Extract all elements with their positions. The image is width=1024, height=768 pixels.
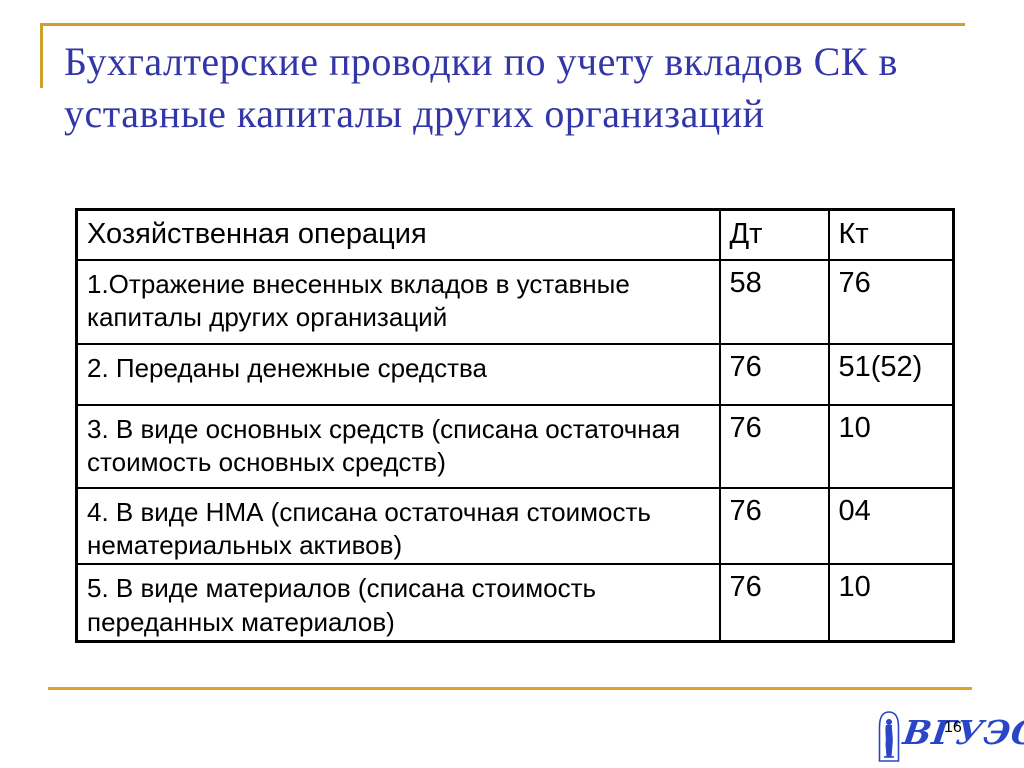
operation-cell: 5. В виде материалов (списана стоимость … <box>75 563 721 643</box>
table-header-row: Хозяйственная операция Дт Кт <box>75 208 955 261</box>
left-divider-rule <box>40 23 43 88</box>
column-header-debit: Дт <box>718 208 830 261</box>
table-row: 2. Переданы денежные средства 76 51(52) <box>75 342 955 406</box>
operation-cell: 3. В виде основных средств (списана оста… <box>75 403 721 489</box>
accounting-entries-table: Хозяйственная операция Дт Кт 1.Отражение… <box>75 208 955 643</box>
credit-cell: 10 <box>827 563 955 643</box>
debit-cell: 76 <box>718 486 830 566</box>
credit-cell: 51(52) <box>827 342 955 406</box>
debit-cell: 58 <box>718 258 830 345</box>
table-row: 3. В виде основных средств (списана оста… <box>75 403 955 489</box>
university-statue-emblem-icon <box>877 709 901 763</box>
top-divider-rule <box>40 23 965 26</box>
operation-cell: 4. В виде НМА (списана остаточная стоимо… <box>75 486 721 566</box>
debit-cell: 76 <box>718 342 830 406</box>
slide-title: Бухгалтерские проводки по учету вкладов … <box>64 39 898 136</box>
credit-cell: 76 <box>827 258 955 345</box>
table-row: 1.Отражение внесенных вкладов в уставные… <box>75 258 955 345</box>
bottom-divider-rule <box>48 687 972 690</box>
table-row: 5. В виде материалов (списана стоимость … <box>75 563 955 643</box>
debit-cell: 76 <box>718 563 830 643</box>
table-row: 4. В виде НМА (списана остаточная стоимо… <box>75 486 955 566</box>
column-header-operation: Хозяйственная операция <box>75 208 721 261</box>
page-number: 16 <box>944 719 962 736</box>
operation-cell: 2. Переданы денежные средства <box>75 342 721 406</box>
operation-cell: 1.Отражение внесенных вкладов в уставные… <box>75 258 721 345</box>
credit-cell: 04 <box>827 486 955 566</box>
debit-cell: 76 <box>718 403 830 489</box>
credit-cell: 10 <box>827 403 955 489</box>
column-header-credit: Кт <box>827 208 955 261</box>
